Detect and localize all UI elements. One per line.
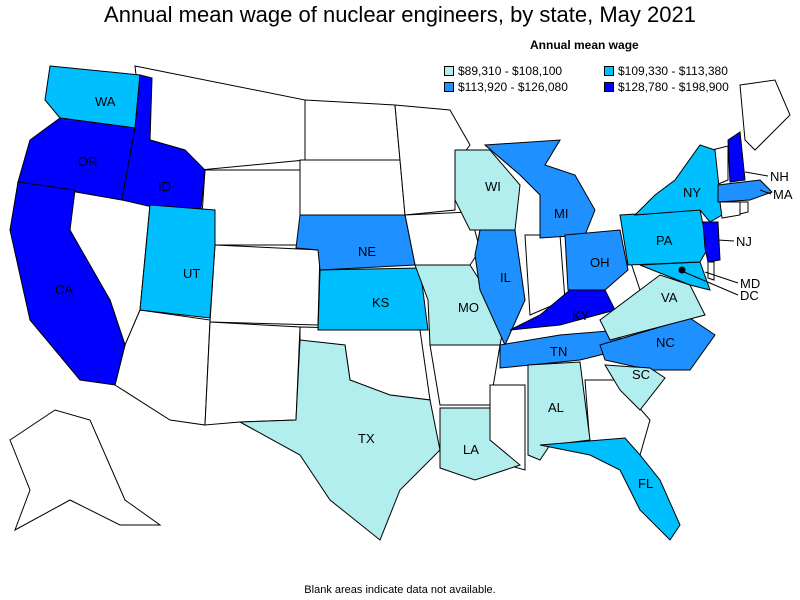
state-ky [509, 289, 616, 331]
leader-dc [683, 271, 739, 296]
label-nj: NJ [736, 234, 752, 249]
state-nm [204, 321, 301, 426]
legend-label-4: $128,780 - $198,900 [618, 80, 729, 94]
state-tx [238, 339, 441, 541]
state-ks [317, 267, 429, 331]
label-ne: NE [358, 244, 376, 259]
label-id: ID [158, 179, 171, 194]
label-sc: SC [632, 367, 650, 382]
label-dc: DC [740, 288, 759, 303]
state-dc-marker [678, 266, 686, 274]
label-or: OR [78, 154, 98, 169]
state-ca [9, 181, 126, 386]
legend-label-3: $113,920 - $126,080 [458, 80, 568, 94]
label-tx: TX [358, 431, 375, 446]
legend: Annual mean wage $89,310 - $108,100 $109… [444, 38, 729, 98]
state-nj [702, 221, 721, 263]
label-ny: NY [683, 185, 701, 200]
label-oh: OH [590, 255, 610, 270]
state-nd [304, 99, 401, 161]
label-ks: KS [372, 295, 390, 310]
state-ri [739, 201, 749, 215]
legend-label-2: $109,330 - $113,380 [618, 64, 728, 78]
state-me [739, 79, 791, 151]
label-il: IL [500, 270, 511, 285]
legend-item-1: $89,310 - $108,100 [444, 64, 562, 78]
leader-ma [759, 189, 772, 195]
label-ca: CA [55, 282, 73, 297]
label-nh: NH [770, 169, 789, 184]
state-co [209, 244, 321, 326]
state-sc [604, 364, 666, 411]
legend-swatch-3 [444, 82, 454, 92]
legend-swatch-4 [604, 82, 614, 92]
label-md: MD [740, 276, 760, 291]
label-fl: FL [638, 476, 653, 491]
state-nh [727, 131, 746, 183]
footnote: Blank areas indicate data not available. [304, 584, 496, 596]
state-sd [299, 159, 406, 216]
label-va: VA [661, 290, 678, 305]
state-ct [719, 201, 741, 219]
label-al: AL [548, 400, 564, 415]
legend-label-1: $89,310 - $108,100 [458, 64, 563, 78]
label-wi: WI [485, 179, 501, 194]
legend-title: Annual mean wage [530, 38, 639, 52]
state-oh [564, 229, 629, 291]
state-ut [139, 204, 216, 319]
label-ky: KY [572, 308, 590, 323]
label-mo: MO [458, 300, 479, 315]
legend-item-2: $109,330 - $113,380 [604, 64, 728, 78]
leader-md [704, 271, 739, 284]
state-ak [9, 409, 162, 532]
state-ma [717, 179, 773, 203]
label-tn: TN [550, 344, 567, 359]
state-la [439, 407, 522, 481]
legend-swatch-1 [444, 66, 454, 76]
label-mi: MI [554, 206, 568, 221]
state-ny [633, 144, 723, 223]
map-title: Annual mean wage of nuclear engineers, b… [104, 2, 696, 27]
label-wa: WA [95, 94, 116, 109]
legend-swatch-2 [604, 66, 614, 76]
leader-nh [744, 171, 769, 177]
label-ma: MA [773, 187, 793, 202]
state-fl [539, 437, 681, 541]
state-mi [483, 139, 596, 239]
legend-item-3: $113,920 - $126,080 [444, 80, 568, 94]
legend-item-4: $128,780 - $198,900 [604, 80, 729, 94]
label-pa: PA [656, 233, 673, 248]
leader-nj [717, 239, 735, 242]
state-de [707, 261, 715, 281]
label-ut: UT [183, 266, 200, 281]
label-la: LA [463, 442, 479, 457]
state-id [121, 74, 206, 219]
label-nc: NC [656, 335, 675, 350]
